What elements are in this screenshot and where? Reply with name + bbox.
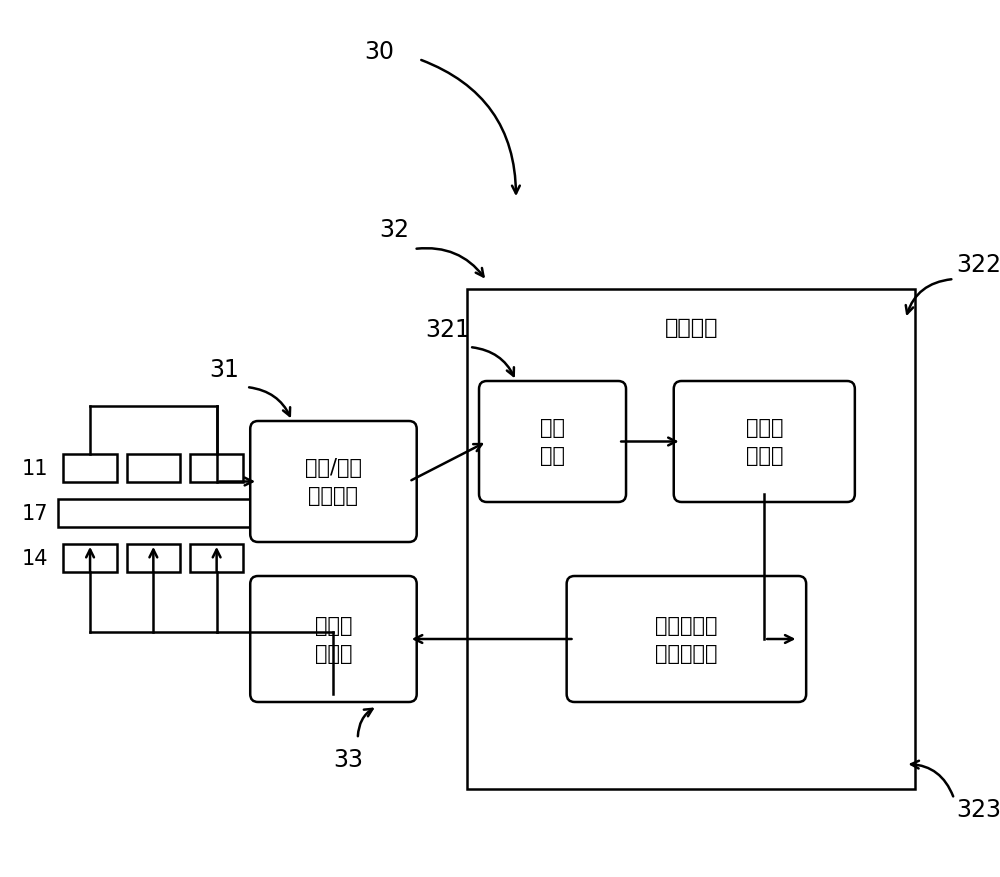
Text: 17: 17 bbox=[22, 503, 49, 524]
FancyArrowPatch shape bbox=[906, 280, 951, 314]
FancyArrowPatch shape bbox=[472, 348, 514, 376]
FancyArrowPatch shape bbox=[417, 249, 483, 277]
FancyArrowPatch shape bbox=[421, 61, 520, 194]
Text: 11: 11 bbox=[22, 459, 49, 479]
Text: 捕获
单元: 捕获 单元 bbox=[540, 418, 565, 466]
Text: 32: 32 bbox=[379, 217, 409, 242]
Bar bbox=[127, 545, 180, 573]
Bar bbox=[127, 454, 180, 482]
Text: 14: 14 bbox=[22, 548, 49, 568]
Text: 转速/转角
检测单元: 转速/转角 检测单元 bbox=[305, 458, 362, 506]
FancyArrowPatch shape bbox=[249, 388, 290, 417]
FancyBboxPatch shape bbox=[479, 381, 626, 503]
Text: 31: 31 bbox=[209, 358, 239, 381]
FancyBboxPatch shape bbox=[250, 576, 417, 702]
Text: 转速控
制单元: 转速控 制单元 bbox=[746, 418, 783, 466]
Text: 322: 322 bbox=[956, 253, 1000, 276]
Bar bbox=[63, 545, 117, 573]
Bar bbox=[63, 454, 117, 482]
FancyArrowPatch shape bbox=[358, 709, 372, 737]
Bar bbox=[58, 499, 253, 527]
Bar bbox=[467, 289, 915, 789]
FancyArrowPatch shape bbox=[911, 761, 953, 796]
Text: 30: 30 bbox=[365, 40, 395, 64]
Text: 输出放
大单元: 输出放 大单元 bbox=[315, 616, 352, 663]
Bar bbox=[190, 545, 243, 573]
Text: 323: 323 bbox=[956, 797, 1000, 821]
Text: 321: 321 bbox=[425, 317, 470, 342]
FancyBboxPatch shape bbox=[567, 576, 806, 702]
FancyBboxPatch shape bbox=[674, 381, 855, 503]
Text: 33: 33 bbox=[333, 747, 363, 771]
Text: 微控制器: 微控制器 bbox=[665, 317, 718, 338]
Bar bbox=[190, 454, 243, 482]
FancyBboxPatch shape bbox=[250, 422, 417, 542]
Text: 驱动信号脉
宽调节单元: 驱动信号脉 宽调节单元 bbox=[655, 616, 718, 663]
